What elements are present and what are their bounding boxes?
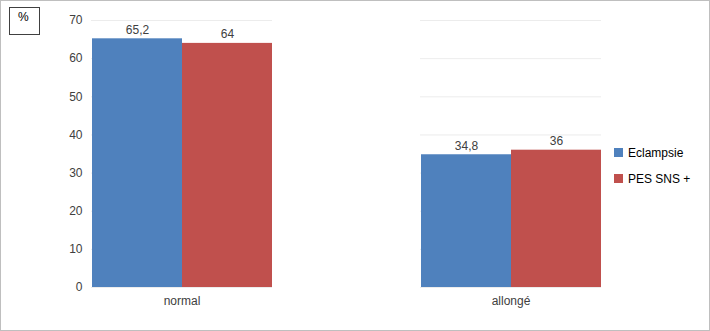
svg-text:normal: normal: [164, 294, 201, 308]
svg-text:allongé: allongé: [492, 294, 531, 308]
svg-text:60: 60: [69, 51, 83, 65]
svg-text:10: 10: [69, 242, 83, 256]
svg-text:50: 50: [69, 90, 83, 104]
svg-text:65,2: 65,2: [126, 23, 150, 37]
svg-text:70: 70: [69, 13, 83, 27]
svg-text:20: 20: [69, 204, 83, 218]
svg-text:64: 64: [221, 27, 235, 41]
svg-text:40: 40: [69, 128, 83, 142]
svg-text:36: 36: [550, 134, 564, 148]
svg-text:0: 0: [76, 280, 83, 294]
html-text:PES SNS +: PES SNS +: [628, 171, 691, 186]
svg-text:30: 30: [69, 166, 83, 180]
svg-text:34,8: 34,8: [455, 139, 479, 153]
html-text:Eclampsie: Eclampsie: [628, 145, 684, 160]
